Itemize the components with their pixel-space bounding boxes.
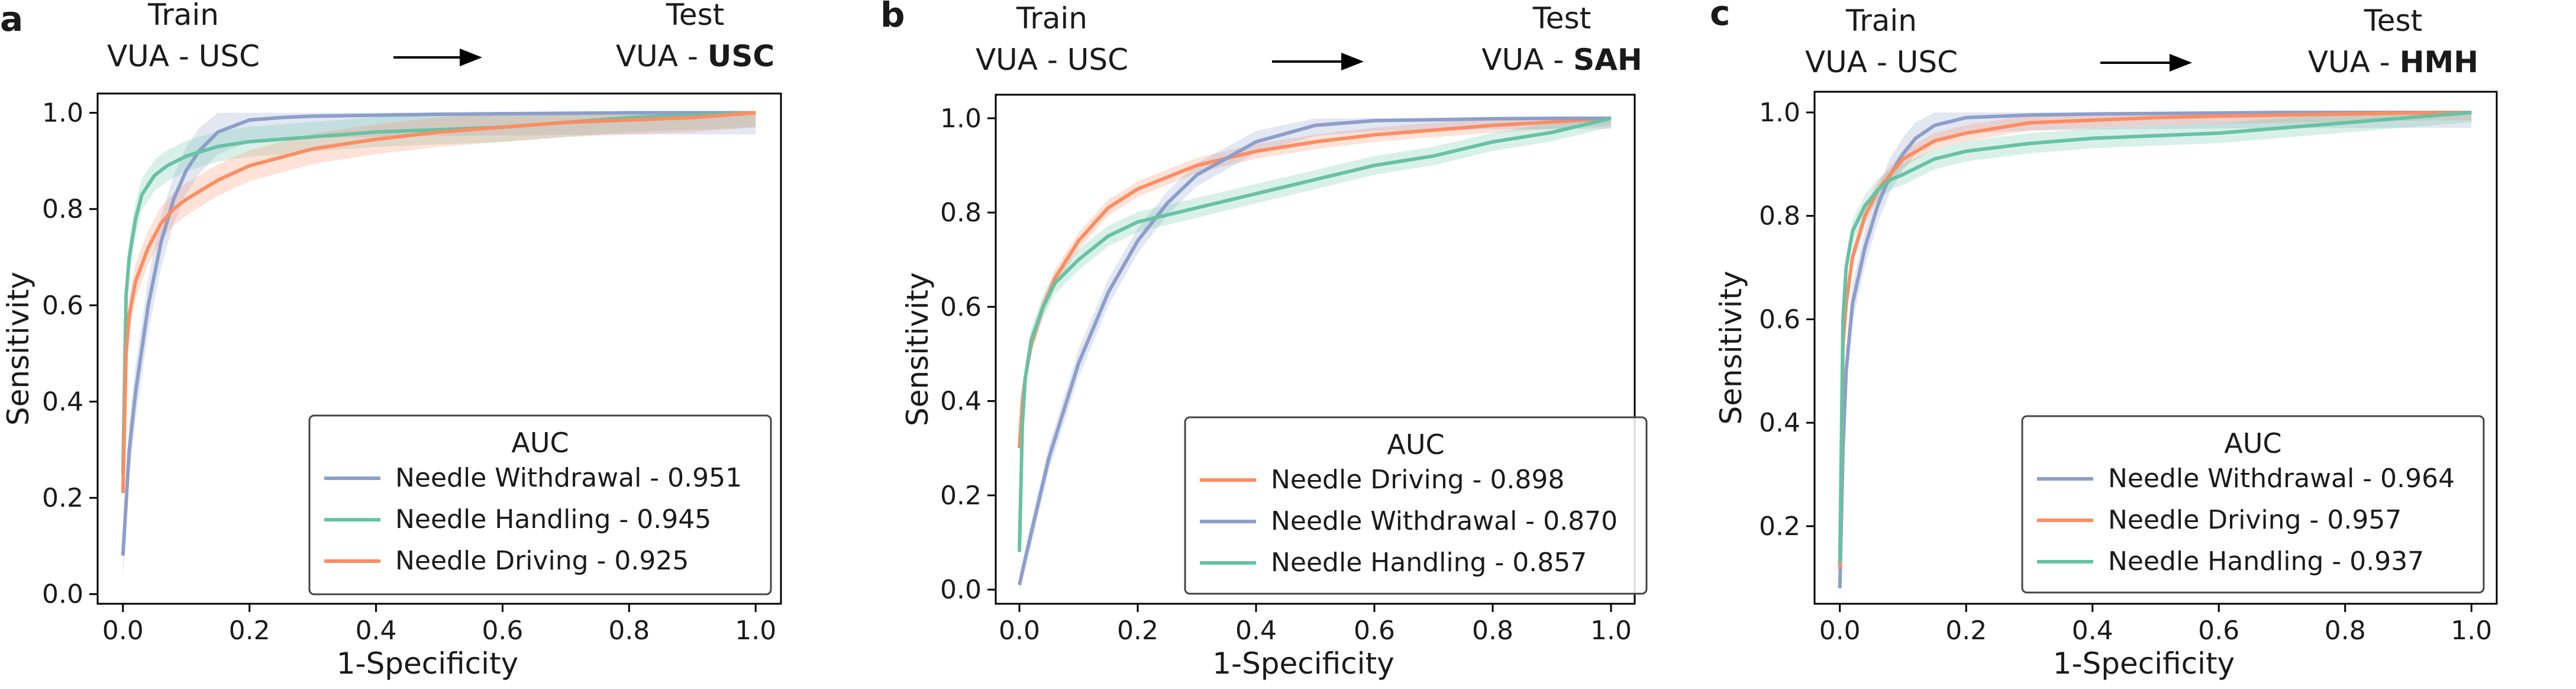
y-tick-label: 0.2 [42,483,83,513]
legend-entry-0: Needle Driving - 0.898 [1271,465,1564,495]
chart-panel-c: c Train VUA - USC Test VUA - HMH 0.0 0.2 0.4 0.6… [1710,0,2497,681]
x-tick-label: 0.0 [102,616,144,646]
x-tick-label: 0.2 [229,616,270,646]
y-axis-label: Sensitivity [1714,271,1748,424]
arrow-head [1341,53,1364,70]
legend-title: AUC [1387,429,1444,461]
legend-entry-2: Needle Handling - 0.857 [1271,548,1587,578]
x-tick-label: 0.6 [1354,616,1395,646]
x-tick-label: 0.6 [482,616,523,646]
x-tick-label: 0.6 [2198,616,2239,646]
panel-label: b [880,0,905,35]
legend-entry-0: Needle Withdrawal - 0.951 [395,463,742,493]
x-tick-label: 0.8 [608,616,650,646]
test-prefix: VUA - [1481,43,1573,77]
y-tick-label: 0.6 [42,291,83,321]
test-site: USC [708,39,774,73]
x-tick-label: 0.2 [1945,616,1987,646]
x-tick-label: 0.8 [1472,616,1513,646]
test-value: VUA - HMH [2308,45,2478,79]
y-tick-label: 0.8 [940,198,982,228]
x-tick-label: 0.4 [1235,616,1277,646]
chart-panel-b: b Train VUA - USC Test VUA - SAH 0.0 0.2 0.4 0.6… [880,0,1647,681]
legend-entry-1: Needle Withdrawal - 0.870 [1271,506,1618,536]
y-tick-label: 0.8 [42,194,83,224]
y-tick-label: 0.2 [940,481,982,511]
test-site: SAH [1573,43,1642,77]
x-tick-label: 0.4 [2072,616,2113,646]
train-title: Train [1016,1,1087,36]
y-tick-label: 1.0 [940,104,982,134]
test-title: Test [2364,4,2422,38]
legend: AUC Needle Driving - 0.898 Needle Withdraw… [1185,417,1647,594]
train-value: VUA - USC [976,43,1128,77]
train-value: VUA - USC [107,39,260,73]
x-tick-label: 1.0 [1590,616,1632,646]
x-axis-label: 1-Specificity [337,646,519,681]
y-tick-label: 0.6 [940,292,982,322]
legend-title: AUC [511,427,569,459]
train-title: Train [147,0,219,32]
y-tick-label: 0.0 [42,579,83,610]
train-value: VUA - USC [1805,45,1958,79]
legend-entry-0: Needle Withdrawal - 0.964 [2108,463,2455,494]
test-value: VUA - SAH [1481,43,1642,77]
train-title: Train [1845,4,1917,38]
legend: AUC Needle Withdrawal - 0.951 Needle Handl… [309,416,771,594]
x-tick-label: 0.8 [2325,616,2366,646]
x-tick-label: 0.4 [356,616,397,646]
y-axis-label: Sensitivity [900,272,935,426]
y-tick-label: 0.4 [1759,408,1800,438]
x-axis-label: 1-Specificity [1212,646,1394,681]
y-tick-label: 0.6 [1759,304,1800,334]
x-tick-label: 1.0 [2451,616,2492,646]
y-tick-label: 0.0 [940,575,982,605]
x-tick-label: 1.0 [735,616,776,646]
panel-label: a [0,0,23,39]
test-title: Test [666,0,724,32]
test-prefix: VUA - [2308,45,2400,79]
y-tick-label: 0.4 [940,387,982,417]
y-tick-label: 1.0 [42,98,83,128]
y-tick-label: 0.8 [1759,201,1800,231]
legend: AUC Needle Withdrawal - 0.964 Needle Drivi… [2022,416,2484,593]
y-tick-label: 0.4 [42,387,83,417]
legend-entry-1: Needle Driving - 0.957 [2108,505,2401,535]
x-axis-label: 1-Specificity [2053,646,2235,681]
y-tick-label: 0.2 [1759,511,1800,542]
x-tick-label: 0.2 [1117,616,1158,646]
legend-entry-2: Needle Handling - 0.937 [2108,546,2424,577]
y-axis-label: Sensitivity [1,272,35,426]
arrow-head [2170,54,2192,72]
test-title: Test [1532,1,1591,36]
legend-entry-2: Needle Driving - 0.925 [395,546,689,576]
arrow-head [460,49,482,66]
x-tick-label: 0.0 [1819,616,1861,646]
legend-title: AUC [2224,427,2281,459]
test-prefix: VUA - [616,39,708,73]
test-site: HMH [2400,45,2478,79]
y-tick-label: 1.0 [1759,98,1800,128]
test-value: VUA - USC [616,39,774,73]
chart-panel-a: a Train VUA - USC Test VUA - USC 0.0 0.2 0.4 0.6… [0,0,781,681]
legend-entry-1: Needle Handling - 0.945 [395,504,711,535]
panel-label: c [1710,0,1730,33]
x-tick-label: 0.0 [999,616,1040,646]
